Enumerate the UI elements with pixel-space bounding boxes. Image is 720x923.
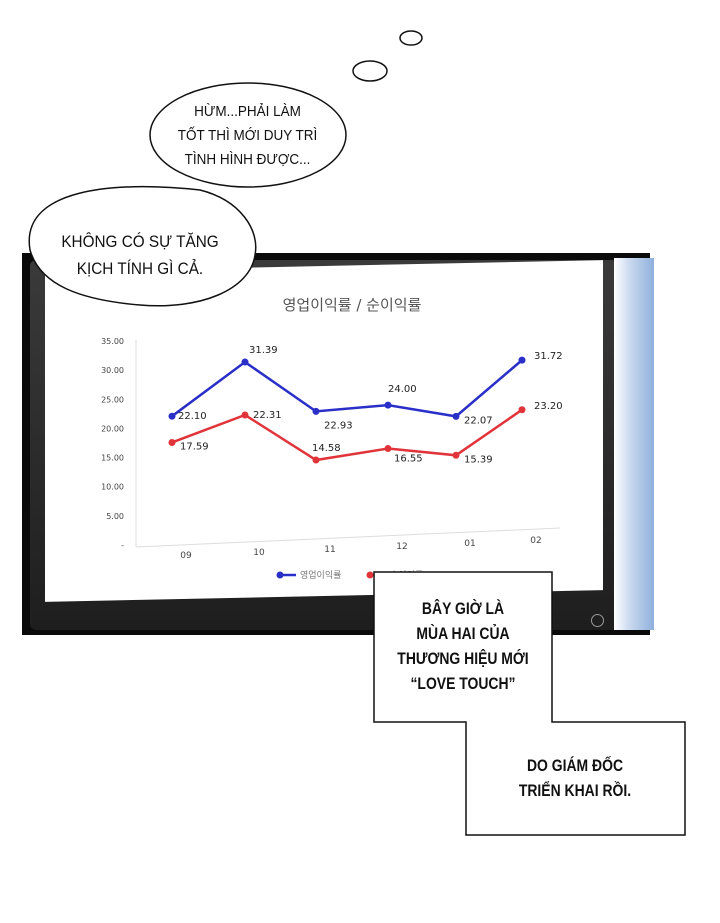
caption-box-1: BÂY GIỜ LÀ MÙA HAI CỦA THƯƠNG HIỆU MỚI “… xyxy=(390,596,536,696)
x-tick-label: 10 xyxy=(253,548,265,558)
thought-dot-small xyxy=(399,30,423,46)
series-line xyxy=(171,359,523,418)
speech-line: KHÔNG CÓ SỰ TĂNG xyxy=(61,232,219,251)
x-tick-label: 11 xyxy=(324,545,335,555)
y-tick-label: 35.00 xyxy=(101,337,124,346)
data-label: 24.00 xyxy=(388,384,417,395)
data-point xyxy=(312,456,320,464)
data-point xyxy=(312,407,320,415)
data-point xyxy=(518,356,526,364)
y-tick-label: 10.00 xyxy=(101,483,124,492)
thought-bubble-text: HỪM...PHẢI LÀM TỐT THÌ MỚI DUY TRÌ TÌNH … xyxy=(169,100,327,172)
y-tick-label: 20.00 xyxy=(101,424,124,433)
thought-line: TÌNH HÌNH ĐƯỢC... xyxy=(184,151,311,168)
data-point xyxy=(452,412,460,420)
data-label: 15.39 xyxy=(464,454,493,465)
background-window xyxy=(614,258,654,630)
speech-line: KỊCH TÍNH GÌ CẢ. xyxy=(76,259,204,278)
data-label: 22.07 xyxy=(464,415,493,426)
legend-marker xyxy=(276,571,284,579)
data-label: 14.58 xyxy=(312,443,341,454)
data-label: 17.59 xyxy=(180,441,209,452)
speech-bubble xyxy=(28,185,257,307)
data-point xyxy=(384,445,392,453)
x-tick-label: 12 xyxy=(396,542,407,552)
x-tick-label: 01 xyxy=(464,539,475,549)
caption-line: MÙA HAI CỦA xyxy=(416,624,510,643)
caption-line: “LOVE TOUCH” xyxy=(410,674,516,693)
caption-box-2: DO GIÁM ĐỐC TRIỂN KHAI RỒI. xyxy=(497,753,653,803)
caption-boxes xyxy=(373,571,686,836)
data-label: 31.72 xyxy=(534,351,563,362)
legend-label: 영업이익률 xyxy=(300,569,341,581)
data-point xyxy=(452,451,460,459)
data-point xyxy=(384,401,392,409)
data-label: 23.20 xyxy=(534,401,563,412)
data-label: 22.10 xyxy=(178,411,207,422)
data-label: 31.39 xyxy=(249,345,278,356)
data-point xyxy=(518,406,526,414)
caption-line: DO GIÁM ĐỐC xyxy=(526,756,624,775)
x-axis xyxy=(135,527,561,548)
x-tick-label: 09 xyxy=(180,551,192,561)
data-label: 22.93 xyxy=(324,420,353,431)
caption-line: TRIỂN KHAI RỒI. xyxy=(518,781,632,800)
thought-bubble xyxy=(149,82,347,188)
speech-bubble-text: KHÔNG CÓ SỰ TĂNG KỊCH TÍNH GÌ CẢ. xyxy=(50,228,230,282)
power-icon xyxy=(591,614,604,627)
data-point xyxy=(241,411,249,419)
caption-line: THƯƠNG HIỆU MỚI xyxy=(397,649,529,668)
y-tick-label: 15.00 xyxy=(101,454,124,463)
y-tick-label: - xyxy=(121,541,124,550)
thought-dot-large xyxy=(352,60,388,82)
x-tick-label: 02 xyxy=(530,536,541,546)
data-label: 22.31 xyxy=(253,410,282,421)
data-point xyxy=(241,358,249,366)
y-tick-label: 5.00 xyxy=(106,512,124,521)
caption-line: BÂY GIỜ LÀ xyxy=(421,599,505,618)
thought-line: TỐT THÌ MỚI DUY TRÌ xyxy=(177,127,318,144)
thought-line: HỪM...PHẢI LÀM xyxy=(194,103,301,120)
y-tick-label: 30.00 xyxy=(101,366,124,375)
data-label: 16.55 xyxy=(394,454,423,465)
legend-marker xyxy=(366,571,374,579)
y-tick-label: 25.00 xyxy=(101,395,124,404)
data-point xyxy=(168,412,176,420)
chart-title: 영업이익률 / 순이익률 xyxy=(283,296,422,314)
data-point xyxy=(168,438,176,446)
series-line xyxy=(171,408,523,462)
